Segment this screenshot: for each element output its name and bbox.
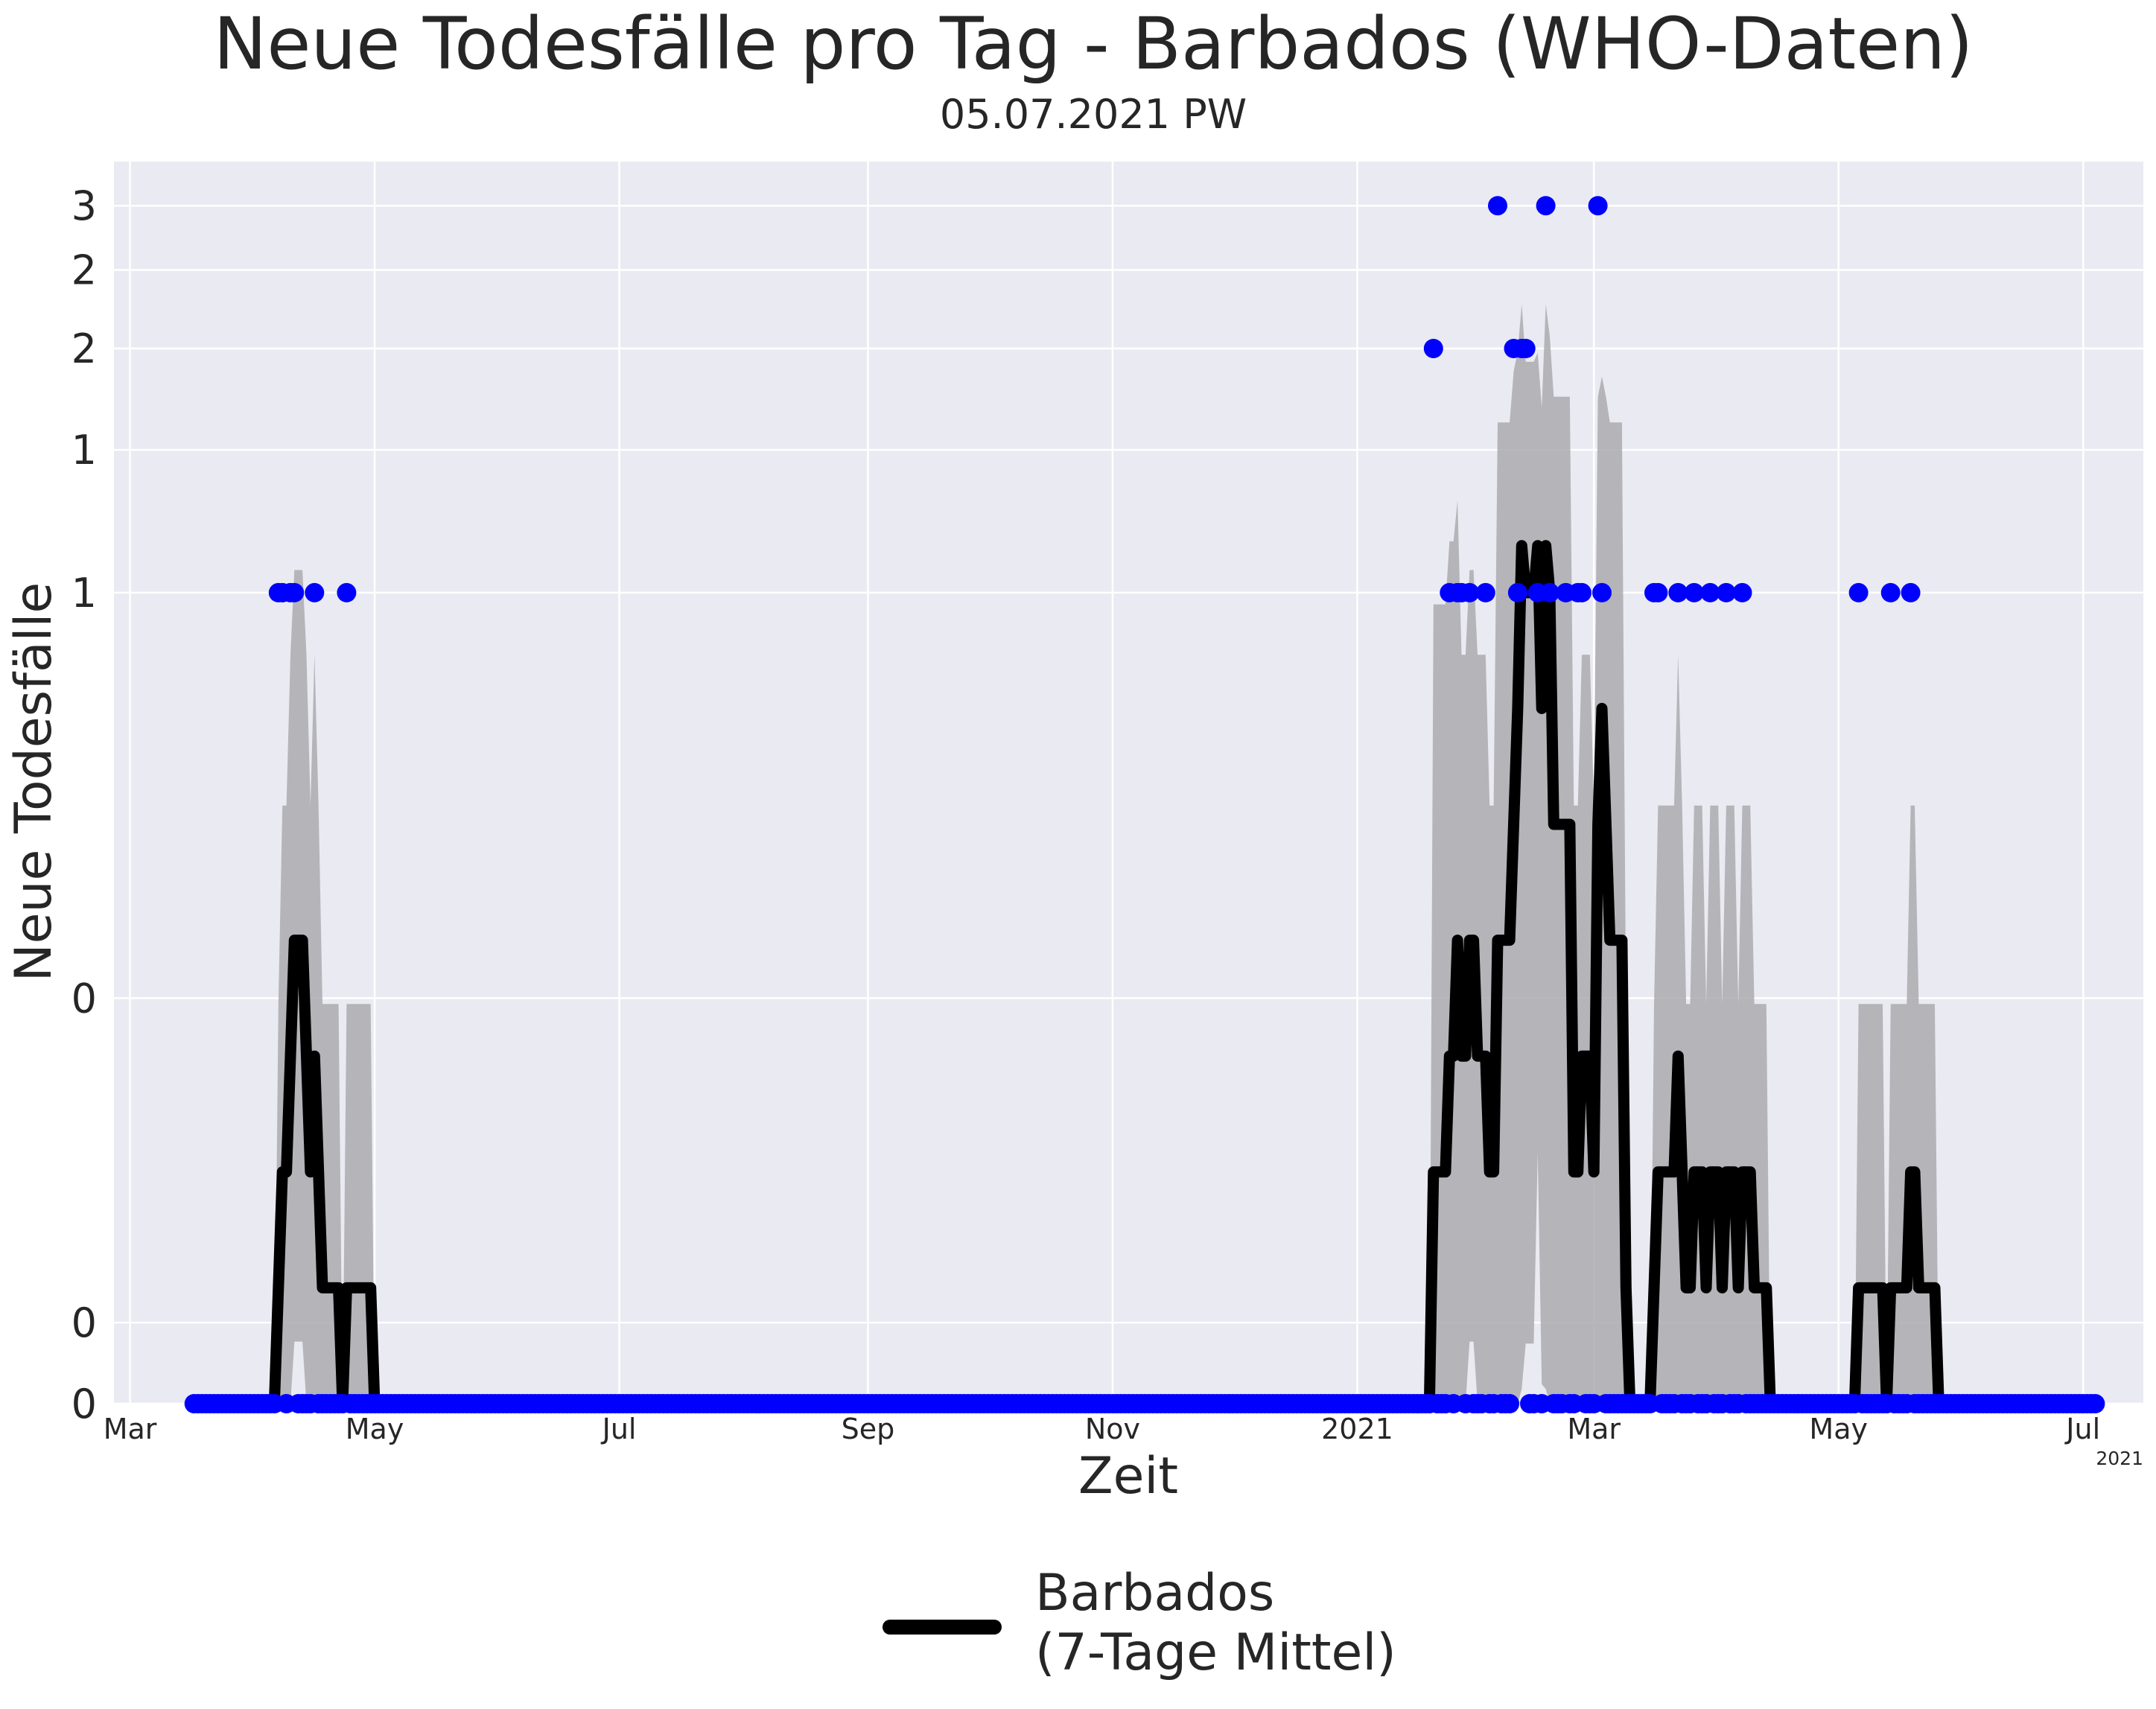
x-tick-label: May — [1809, 1413, 1868, 1445]
data-point — [1700, 582, 1720, 602]
x-axis-label: Zeit — [1078, 1447, 1178, 1506]
data-point — [1648, 582, 1668, 602]
x-tick-label: Mar — [1567, 1413, 1621, 1445]
data-point — [1684, 582, 1704, 602]
y-tick-label: 3 — [71, 182, 97, 229]
x-tick-labels: Mar May Jul Sep Nov 2021 Mar May Jul — [104, 1413, 2100, 1445]
data-point — [1592, 582, 1612, 602]
y-tick-labels: 0 0 0 1 1 2 2 3 — [71, 182, 97, 1428]
x-tick-label: Jul — [2064, 1413, 2100, 1445]
legend-label-line2: (7-Tage Mittel) — [1035, 1623, 1396, 1682]
data-point — [1572, 582, 1591, 602]
x-tick-label: 2021 — [1321, 1413, 1393, 1445]
y-tick-label: 1 — [71, 570, 97, 617]
data-point — [284, 582, 305, 602]
y-tick-label: 2 — [71, 325, 97, 372]
data-point — [1475, 582, 1495, 602]
data-point — [1668, 582, 1688, 602]
plot-area — [114, 162, 2143, 1404]
x-tick-label: Jul — [601, 1413, 637, 1445]
x-tick-label: Sep — [842, 1413, 895, 1445]
y-tick-label: 1 — [71, 427, 97, 474]
data-point — [1500, 1394, 1520, 1413]
chart-title: Neue Todesfälle pro Tag - Barbados (WHO-… — [214, 2, 1974, 86]
x-tick-label: Nov — [1085, 1413, 1140, 1445]
x-tick-label: Mar — [104, 1413, 157, 1445]
legend: Barbados (7-Tage Mittel) — [883, 1564, 1396, 1682]
x-tick-label: May — [346, 1413, 404, 1445]
data-point — [1536, 196, 1556, 216]
daily-points — [184, 196, 2105, 1413]
data-point — [1540, 582, 1559, 602]
data-point — [1848, 582, 1869, 602]
data-point — [337, 582, 357, 602]
y-tick-label: 0 — [71, 975, 97, 1022]
data-point — [1488, 196, 1507, 216]
legend-label-line1: Barbados — [1035, 1564, 1274, 1623]
data-point — [1901, 582, 1921, 602]
y-axis-label: Neue Todesfälle — [4, 582, 63, 982]
data-point — [1588, 196, 1608, 216]
data-point — [1516, 339, 1536, 358]
data-point — [305, 582, 325, 602]
x-offset-label: 2021 — [2096, 1448, 2143, 1469]
data-point — [1732, 582, 1752, 602]
y-tick-label: 2 — [71, 246, 97, 293]
data-point — [1423, 339, 1443, 358]
data-point — [1507, 582, 1527, 602]
data-point — [1716, 582, 1736, 602]
data-point — [1460, 582, 1480, 602]
data-point — [1880, 582, 1901, 602]
y-tick-label: 0 — [71, 1381, 97, 1428]
y-tick-label: 0 — [71, 1299, 97, 1346]
chart-subtitle: 05.07.2021 PW — [940, 91, 1247, 138]
data-point — [2085, 1394, 2105, 1413]
